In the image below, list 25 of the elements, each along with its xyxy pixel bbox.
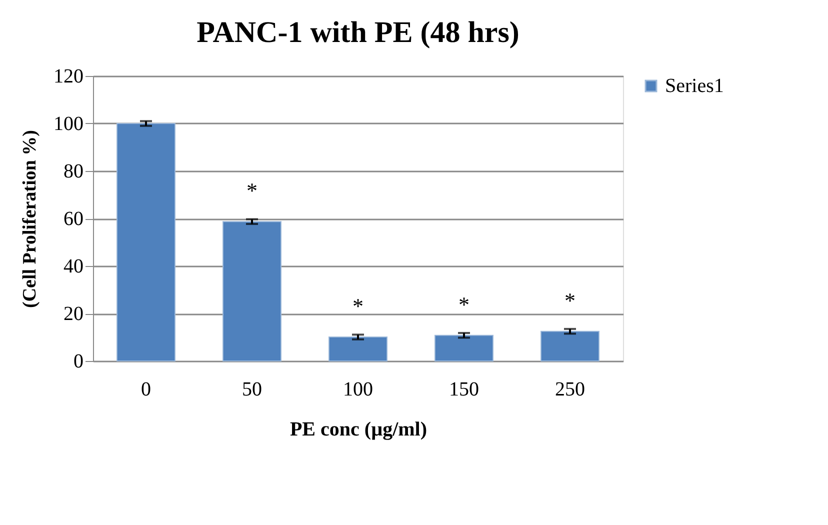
y-tick-label: 40 — [64, 256, 84, 278]
annotation: * — [246, 178, 258, 204]
x-tick-label: 50 — [242, 378, 262, 400]
x-axis-title: PE conc (µg/ml) — [290, 418, 428, 440]
legend-label: Series1 — [665, 75, 724, 97]
annotation: * — [564, 288, 576, 313]
y-tick-label: 100 — [54, 113, 84, 135]
chart-title: PANC-1 with PE (48 hrs) — [196, 16, 520, 49]
y-tick-label: 120 — [54, 66, 84, 88]
x-tick-label: 100 — [343, 378, 373, 400]
annotation: * — [458, 292, 470, 317]
y-tick-label: 0 — [74, 350, 84, 372]
y-tick-label: 60 — [64, 208, 84, 230]
x-tick-label: 150 — [449, 378, 479, 400]
bar — [328, 336, 388, 362]
x-tick-label: 0 — [141, 378, 151, 400]
bar — [116, 123, 176, 362]
bar — [434, 334, 494, 362]
y-axis-title: (Cell Proliferation %) — [20, 130, 40, 308]
annotation: * — [352, 294, 364, 319]
y-tick-label: 80 — [64, 160, 84, 182]
x-tick-label: 250 — [555, 378, 585, 400]
bar — [222, 221, 282, 362]
y-tick-label: 20 — [64, 303, 84, 325]
bar — [540, 330, 600, 362]
